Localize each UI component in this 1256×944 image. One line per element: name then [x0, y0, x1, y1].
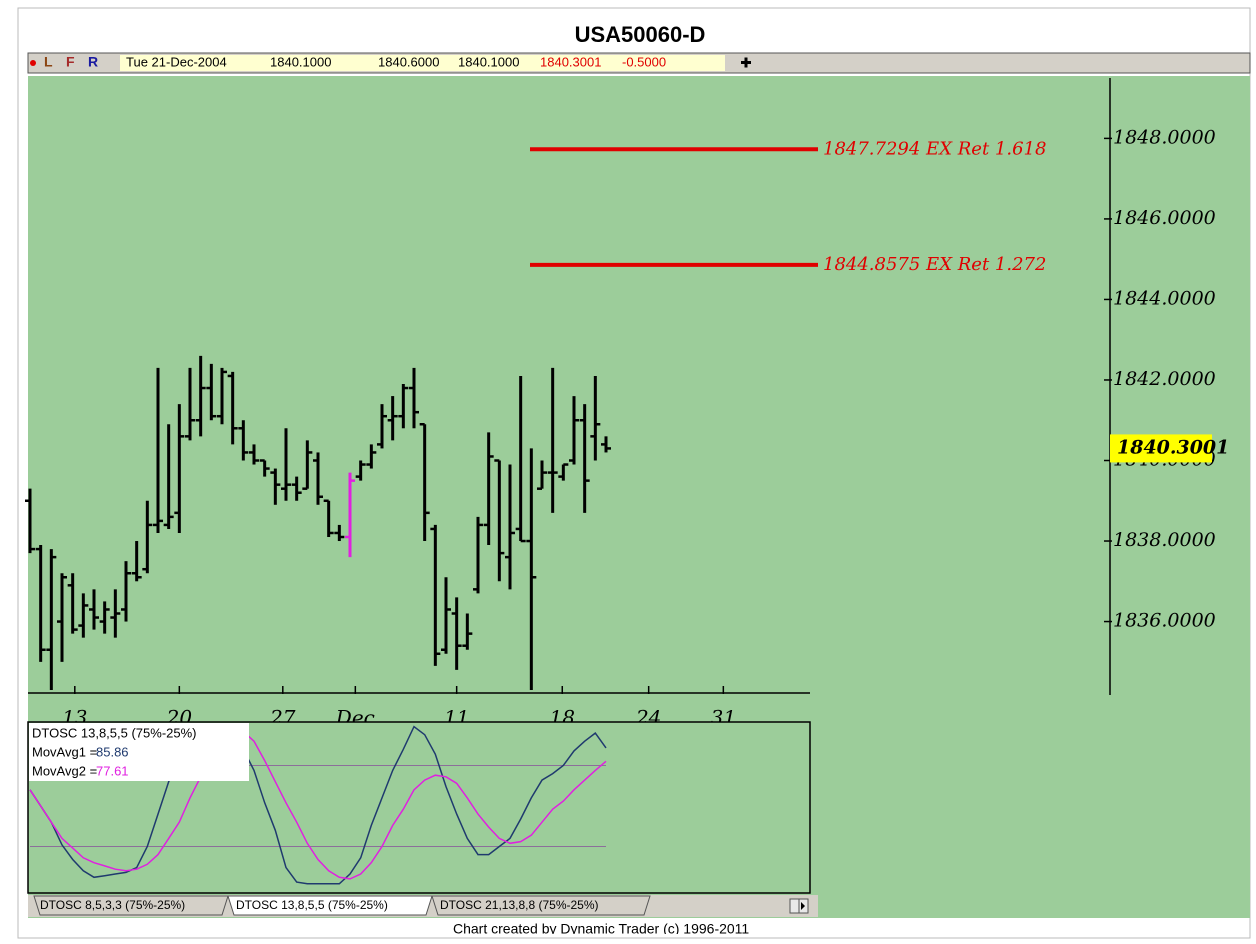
tab-label[interactable]: DTOSC 8,5,3,3 (75%-25%): [40, 898, 185, 912]
header-readout-panel: [120, 55, 725, 71]
header-marker[interactable]: L: [44, 54, 53, 70]
scroll-left[interactable]: [789, 898, 800, 914]
oscillator-legend: [29, 723, 249, 781]
extension-label: 1847.7294 EX Ret 1.618: [823, 138, 1046, 159]
header-marker[interactable]: F: [66, 54, 75, 70]
last-price-label: 1840.3001: [1117, 436, 1229, 458]
tab-label[interactable]: DTOSC 13,8,5,5 (75%-25%): [236, 898, 388, 912]
footer-area: Chart created by Dynamic Trader (c) 1996…: [453, 921, 749, 937]
tab[interactable]: [431, 895, 651, 916]
last-price-box: [1110, 434, 1212, 463]
extension-label: 1844.8575 EX Ret 1.272: [823, 254, 1046, 275]
y-tick-label: 1836.0000: [1113, 610, 1216, 632]
legend-value: 85.86: [96, 744, 129, 759]
legend-label: MovAvg2 =: [32, 763, 97, 778]
y-tick-label: 1848.0000: [1113, 126, 1216, 148]
legend-label: MovAvg1 =: [32, 744, 97, 759]
oscillator-line: [29, 723, 607, 885]
tab[interactable]: [33, 895, 229, 916]
header-marker[interactable]: R: [88, 54, 98, 70]
y-tick-label: 1842.0000: [1113, 368, 1216, 390]
header-value: 1840.1000: [270, 54, 331, 69]
header-date: Tue 21-Dec-2004: [126, 54, 227, 69]
status-dot: [30, 60, 36, 66]
footer-text: Chart created by Dynamic Trader (c) 1996…: [453, 921, 749, 937]
header-value: 1840.1000: [458, 54, 519, 69]
y-tick-label: 1844.0000: [1113, 287, 1216, 309]
tab-active[interactable]: [227, 895, 433, 916]
oscillator-line: [29, 729, 607, 880]
chart-title: USA50060-D: [575, 22, 706, 47]
header-value: 1840.6000: [378, 54, 439, 69]
price-panel: 1836.00001838.00001840.00001842.00001844…: [25, 126, 1229, 730]
oscillator-title: DTOSC 13,8,5,5 (75%-25%): [32, 725, 197, 740]
header-value: 1840.3001: [540, 54, 601, 69]
y-tick-label: 1846.0000: [1113, 207, 1216, 229]
crosshair-icon: [741, 57, 751, 68]
scroll-arrow: [801, 902, 805, 910]
header-value: -0.5000: [622, 54, 666, 69]
legend-value: 77.61: [96, 763, 129, 778]
tab-label[interactable]: DTOSC 21,13,8,8 (75%-25%): [440, 898, 599, 912]
y-tick-label: 1838.0000: [1113, 529, 1216, 551]
